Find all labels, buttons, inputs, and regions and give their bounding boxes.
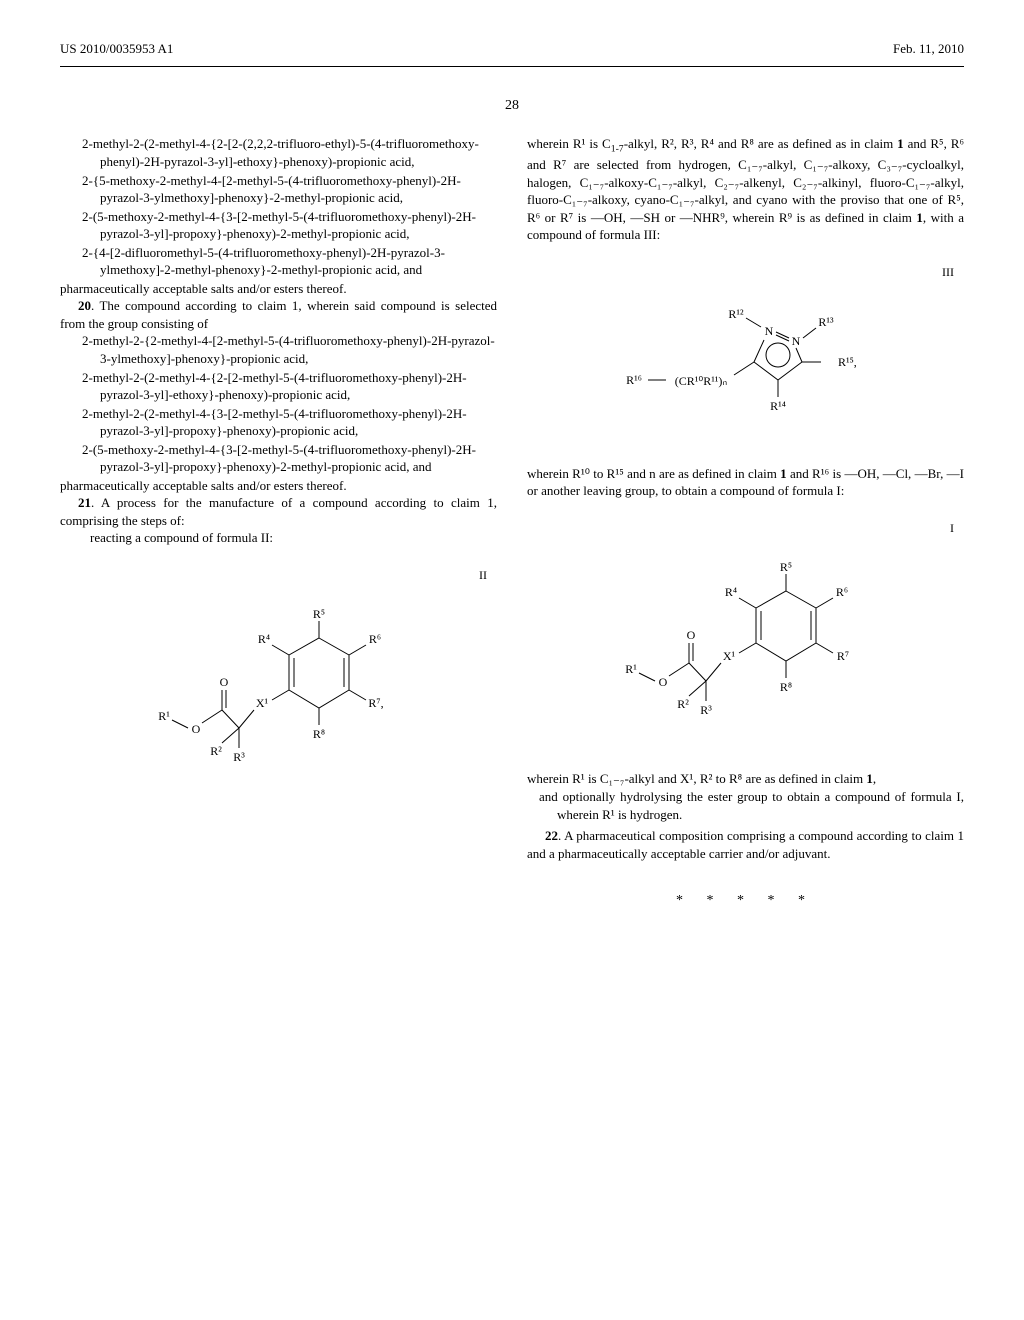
claim-text: A pharmaceutical composition comprising … — [527, 828, 964, 861]
svg-text:O: O — [658, 675, 667, 689]
svg-text:R¹²: R¹² — [728, 307, 744, 321]
post-III-text: wherein R¹⁰ to R¹⁵ and n are as defined … — [527, 465, 964, 500]
svg-text:O: O — [686, 628, 695, 642]
claim-intro: The compound according to claim 1, where… — [60, 298, 497, 331]
claim-number: 21 — [78, 495, 91, 510]
svg-text:X¹: X¹ — [255, 696, 268, 710]
compound-item: 2-(5-methoxy-2-methyl-4-{3-[2-methyl-5-(… — [100, 208, 497, 243]
publication-date: Feb. 11, 2010 — [893, 40, 964, 58]
claim-22: 22. A pharmaceutical composition compris… — [527, 827, 964, 862]
svg-text:R⁷: R⁷ — [836, 649, 848, 663]
svg-text:R⁴: R⁴ — [724, 585, 736, 599]
publication-number: US 2010/0035953 A1 — [60, 40, 173, 58]
hydrolysing-text: and optionally hydrolysing the ester gro… — [557, 788, 964, 823]
svg-text:R¹³: R¹³ — [818, 315, 834, 329]
formula-I-diagram: R⁵ R⁴ R⁶ R⁷ R⁸ X¹ R³ R² O — [527, 556, 964, 741]
claim-21: 21. A process for the manufacture of a c… — [60, 494, 497, 529]
post-I-text: wherein R¹ is C₁₋₇-alkyl and X¹, R² to R… — [527, 770, 964, 788]
svg-text:R³: R³ — [700, 703, 712, 717]
claim-intro: A process for the manufacture of a compo… — [60, 495, 497, 528]
right-column: wherein R¹ is C1-7-alkyl, R², R³, R⁴ and… — [527, 135, 964, 911]
svg-text:(CR¹⁰R¹¹)ₙ: (CR¹⁰R¹¹)ₙ — [674, 374, 727, 388]
compound-item: 2-methyl-2-{2-methyl-4-[2-methyl-5-(4-tr… — [100, 332, 497, 367]
wherein-text-top: wherein R¹ is C1-7-alkyl, R², R³, R⁴ and… — [527, 135, 964, 243]
svg-text:N: N — [764, 324, 773, 338]
page-number: 28 — [60, 97, 964, 116]
svg-text:R⁴: R⁴ — [257, 632, 269, 646]
tail-text: pharmaceutically acceptable salts and/or… — [60, 280, 497, 298]
svg-text:R¹: R¹ — [158, 709, 170, 723]
compound-item: 2-{4-[2-difluoromethyl-5-(4-trifluoromet… — [100, 244, 497, 279]
svg-text:R⁵: R⁵ — [779, 560, 791, 574]
formula-I-svg: R⁵ R⁴ R⁶ R⁷ R⁸ X¹ R³ R² O — [611, 556, 881, 736]
svg-text:N: N — [791, 334, 800, 348]
compound-item: 2-(5-methoxy-2-methyl-4-{3-[2-methyl-5-(… — [100, 441, 497, 476]
svg-text:X¹: X¹ — [722, 649, 735, 663]
svg-text:R⁵: R⁵ — [312, 607, 324, 621]
svg-text:R¹⁶: R¹⁶ — [626, 373, 642, 387]
svg-text:R¹⁴: R¹⁴ — [770, 399, 786, 413]
tail-text: pharmaceutically acceptable salts and/or… — [60, 477, 497, 495]
svg-text:R⁸: R⁸ — [312, 727, 324, 741]
svg-text:R²: R² — [677, 697, 689, 711]
svg-text:R³: R³ — [233, 750, 245, 764]
formula-label-III: III — [527, 264, 964, 280]
claim-number: 22 — [545, 828, 558, 843]
svg-text:R⁷,: R⁷, — [368, 696, 383, 710]
compound-item: 2-methyl-2-(2-methyl-4-{3-[2-methyl-5-(4… — [100, 405, 497, 440]
end-marker: * * * * * — [527, 892, 964, 911]
svg-text:R⁶: R⁶ — [835, 585, 847, 599]
svg-text:R¹: R¹ — [625, 662, 637, 676]
svg-text:R²: R² — [210, 744, 222, 758]
svg-text:O: O — [191, 722, 200, 736]
svg-text:R¹⁵,: R¹⁵, — [838, 355, 857, 369]
formula-label-I: I — [527, 520, 964, 536]
formula-II-diagram: R⁵ R⁴ R⁶ R⁷, R⁸ X¹ R³ — [60, 603, 497, 788]
compound-item: 2-methyl-2-(2-methyl-4-{2-[2-methyl-5-(4… — [100, 369, 497, 404]
reacting-text: reacting a compound of formula II: — [90, 529, 497, 547]
compound-item: 2-methyl-2-(2-methyl-4-{2-[2-(2,2,2-trif… — [100, 135, 497, 170]
svg-text:R⁸: R⁸ — [779, 680, 791, 694]
formula-III-svg: N N R¹² R¹³ R¹⁵, R¹⁴ — [606, 300, 886, 430]
claim-number: 20 — [78, 298, 91, 313]
two-column-layout: 2-methyl-2-(2-methyl-4-{2-[2-(2,2,2-trif… — [60, 135, 964, 911]
claim-20: 20. The compound according to claim 1, w… — [60, 297, 497, 332]
svg-text:O: O — [219, 675, 228, 689]
compound-item: 2-{5-methoxy-2-methyl-4-[2-methyl-5-(4-t… — [100, 172, 497, 207]
page-header: US 2010/0035953 A1 Feb. 11, 2010 — [60, 40, 964, 67]
svg-text:R⁶: R⁶ — [368, 632, 380, 646]
formula-III-diagram: N N R¹² R¹³ R¹⁵, R¹⁴ — [527, 300, 964, 435]
formula-II-svg: R⁵ R⁴ R⁶ R⁷, R⁸ X¹ R³ — [144, 603, 414, 783]
formula-label-II: II — [60, 567, 497, 583]
left-column: 2-methyl-2-(2-methyl-4-{2-[2-(2,2,2-trif… — [60, 135, 497, 911]
